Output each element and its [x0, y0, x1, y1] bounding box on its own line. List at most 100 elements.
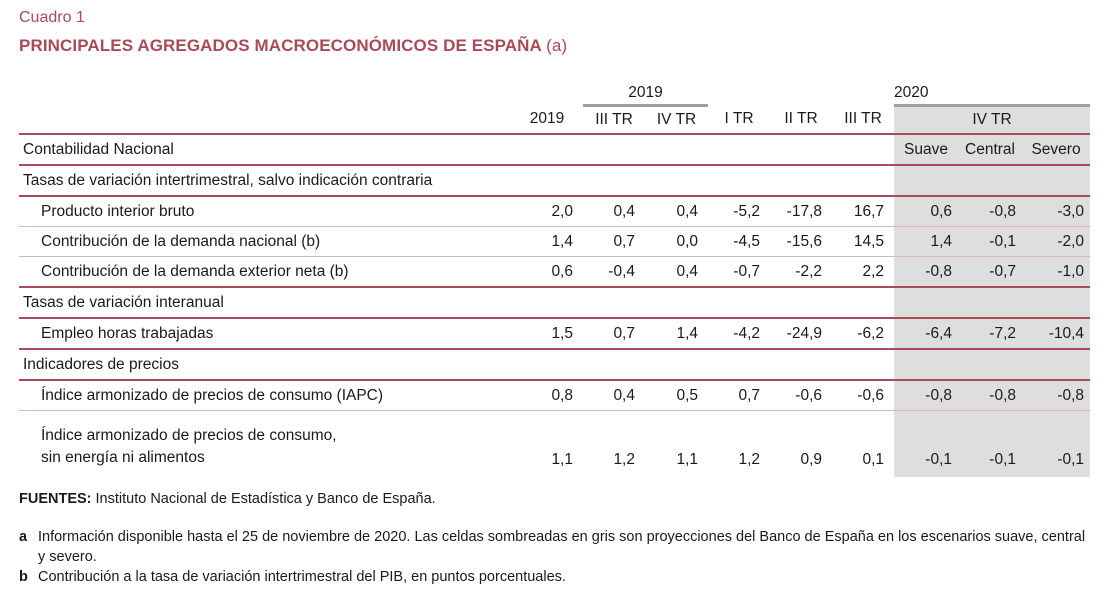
col-header: 2019 — [529, 110, 565, 128]
value-cell: 1,4 — [551, 232, 573, 250]
value-cell: -10,4 — [1022, 318, 1091, 349]
value-cell: -0,6 — [857, 386, 885, 404]
title-note-ref: (a) — [546, 36, 568, 55]
section-label: Tasas de variación interanual — [23, 293, 224, 311]
section-label: Indicadores de precios — [23, 355, 179, 373]
value-cell: -24,9 — [786, 324, 823, 342]
value-cell: -0,8 — [894, 256, 959, 287]
value-cell: 1,1 — [676, 451, 699, 468]
section-row: Tasas de variación intertrimestral, salv… — [19, 165, 1091, 196]
sources-line: FUENTES: Instituto Nacional de Estadísti… — [19, 491, 1094, 507]
value-cell: -0,7 — [958, 256, 1023, 287]
value-cell: -0,1 — [894, 410, 959, 477]
year-header-row: 2019 2020 — [19, 72, 1091, 107]
title-text: PRINCIPALES AGREGADOS MACROECONÓMICOS DE… — [19, 36, 542, 55]
value-cell: 0,4 — [676, 262, 699, 280]
value-cell: 2,0 — [551, 202, 573, 220]
value-cell: -2,2 — [795, 262, 823, 280]
year-2020-header: 2020 — [894, 72, 1091, 107]
scenario-header: Severo — [1022, 134, 1091, 165]
footnote-b: b Contribución a la tasa de variación int… — [19, 567, 1094, 587]
value-cell: 0,1 — [862, 451, 885, 468]
value-cell: -0,8 — [958, 380, 1023, 411]
footnote-text: Contribución a la tasa de variación inte… — [38, 569, 566, 585]
value-cell: -0,1 — [958, 226, 1023, 257]
row-label: Índice armonizado de precios de consumo … — [41, 386, 384, 404]
table-row: Empleo horas trabajadas 1,5 0,7 1,4 -4,2… — [19, 318, 1091, 349]
col-header-scenarios: IV TR — [894, 105, 1091, 134]
section-label: Tasas de variación intertrimestral, salv… — [23, 171, 433, 189]
value-cell: 1,1 — [551, 451, 573, 468]
footnote-key: a — [19, 529, 28, 545]
value-cell: 1,4 — [894, 226, 959, 257]
value-cell: -17,8 — [786, 202, 823, 220]
scenario-header: Central — [958, 134, 1023, 165]
value-cell: 0,7 — [613, 324, 635, 342]
row-label: Contribución de la demanda nacional (b) — [41, 232, 321, 250]
value-cell: 14,5 — [853, 232, 885, 250]
table-row: Índice armonizado de precios de consumo,… — [19, 410, 1091, 478]
value-cell: -3,0 — [1022, 196, 1091, 227]
value-cell: -0,6 — [795, 386, 823, 404]
value-cell: -0,7 — [733, 262, 761, 280]
value-cell: 0,9 — [800, 451, 823, 468]
value-cell: 0,0 — [676, 232, 699, 250]
footnote-a: a Información disponible hasta el 25 de n… — [19, 527, 1094, 567]
table-row: Contribución de la demanda nacional (b) … — [19, 226, 1091, 257]
value-cell: -15,6 — [786, 232, 823, 250]
row-label: Producto interior bruto — [41, 202, 195, 220]
value-cell: 0,4 — [676, 202, 699, 220]
sources-label: FUENTES: — [19, 491, 92, 507]
value-cell: 0,6 — [894, 196, 959, 227]
value-cell: 1,4 — [676, 324, 699, 342]
value-cell: 0,5 — [676, 386, 699, 404]
value-cell: -4,5 — [733, 232, 761, 250]
value-cell: -6,2 — [857, 324, 885, 342]
section-row: Indicadores de precios — [19, 349, 1091, 380]
col-header: I TR — [724, 110, 754, 128]
macro-table: 2019 2020 2019 III TR IV TR I TR II TR I… — [19, 72, 1091, 478]
year-2019-header: 2019 — [583, 72, 709, 107]
section-row: Tasas de variación interanual — [19, 287, 1091, 318]
col-header: III TR — [844, 110, 882, 128]
column-header-row: 2019 III TR IV TR I TR II TR III TR IV T… — [19, 105, 1091, 134]
year-2020-label: 2020 — [894, 84, 929, 101]
value-cell: -0,8 — [1022, 380, 1091, 411]
row-label: Contribución de la demanda exterior neta… — [41, 262, 349, 280]
table-row: Índice armonizado de precios de consumo … — [19, 380, 1091, 411]
value-cell: -0,4 — [608, 262, 635, 280]
value-cell: -4,2 — [733, 324, 761, 342]
section-label: Contabilidad Nacional — [23, 140, 174, 158]
value-cell: -5,2 — [733, 202, 761, 220]
footnote-text: Información disponible hasta el 25 de no… — [38, 529, 1086, 565]
value-cell: -1,0 — [1022, 256, 1091, 287]
table-row: Contribución de la demanda exterior neta… — [19, 256, 1091, 287]
value-cell: -7,2 — [958, 318, 1023, 349]
value-cell: 0,8 — [551, 386, 573, 404]
row-label: Índice armonizado de precios de consumo,… — [19, 411, 511, 478]
value-cell: 0,4 — [613, 202, 635, 220]
table-notes: FUENTES: Instituto Nacional de Estadísti… — [19, 491, 1094, 587]
sources-text: Instituto Nacional de Estadística y Banc… — [95, 491, 436, 507]
value-cell: 0,6 — [551, 262, 573, 280]
value-cell: 16,7 — [853, 202, 885, 220]
col-header: III TR — [595, 111, 633, 128]
row-label-line: sin energía ni alimentos — [41, 449, 205, 466]
footnote-key: b — [19, 569, 28, 585]
table-title: PRINCIPALES AGREGADOS MACROECONÓMICOS DE… — [19, 36, 567, 56]
row-label-line: Índice armonizado de precios de consumo, — [41, 427, 337, 444]
value-cell: 1,2 — [738, 451, 761, 468]
table-caption: Cuadro 1 — [19, 9, 85, 26]
value-cell: -6,4 — [894, 318, 959, 349]
value-cell: 0,7 — [613, 232, 635, 250]
value-cell: -2,0 — [1022, 226, 1091, 257]
value-cell: -0,8 — [894, 380, 959, 411]
table-row: Producto interior bruto 2,0 0,4 0,4 -5,2… — [19, 196, 1091, 227]
value-cell: -0,1 — [958, 410, 1023, 477]
value-cell: 0,4 — [613, 386, 635, 404]
row-label: Empleo horas trabajadas — [41, 324, 214, 342]
value-cell: -0,1 — [1022, 410, 1091, 477]
value-cell: -0,8 — [958, 196, 1023, 227]
value-cell: 2,2 — [862, 262, 885, 280]
section-row: Contabilidad Nacional Suave Central Seve… — [19, 134, 1091, 165]
